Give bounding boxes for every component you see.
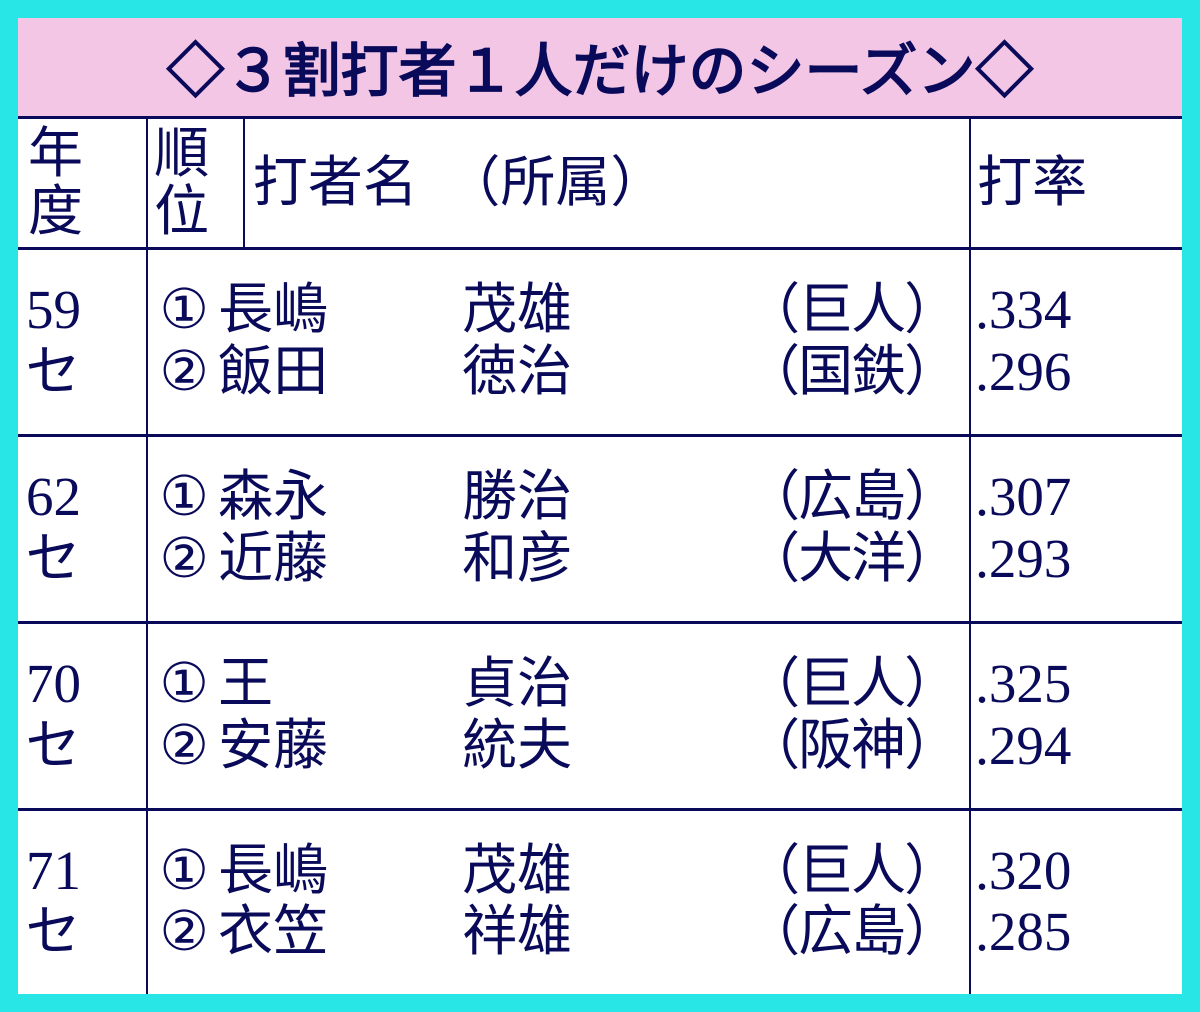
table-title: ◇３割打者１人だけのシーズン◇: [18, 18, 1182, 119]
player-given: 勝治: [372, 466, 572, 528]
players-cell: ①長嶋茂雄（巨人）②飯田徳治（国鉄）: [147, 249, 970, 436]
batting-table: 年度 順位 打者名 （所属） 打率 59セ①長嶋茂雄（巨人）②飯田徳治（国鉄）.…: [18, 119, 1182, 994]
league-value: セ: [26, 528, 140, 590]
header-rank: 順位: [154, 125, 220, 241]
players-cell: ①王貞治（巨人）②安藤統夫（阪神）: [147, 622, 970, 809]
avg-cell: .334.296: [970, 249, 1182, 436]
avg-cell: .320.285: [970, 809, 1182, 994]
player-avg: .334: [975, 279, 1176, 341]
player-team: （阪神）: [572, 715, 963, 777]
player-avg: .296: [975, 341, 1176, 403]
player-given: 茂雄: [372, 279, 572, 341]
player-avg: .285: [975, 901, 1176, 963]
rank-mark: ①: [150, 840, 218, 902]
avg-cell: .325.294: [970, 622, 1182, 809]
player-line: ②安藤統夫（阪神）: [150, 715, 963, 777]
league-value: セ: [26, 901, 140, 963]
player-avg: .307: [975, 466, 1176, 528]
year-league-cell: 70セ: [18, 622, 147, 809]
player-line: ①長嶋茂雄（巨人）: [150, 840, 963, 902]
player-surname: 衣笠: [218, 901, 372, 963]
year-league-cell: 59セ: [18, 249, 147, 436]
player-line: ①長嶋茂雄（巨人）: [150, 279, 963, 341]
player-given: 徳治: [372, 341, 572, 403]
player-given: 統夫: [372, 715, 572, 777]
season-row: 71セ①長嶋茂雄（巨人）②衣笠祥雄（広島）.320.285: [18, 809, 1182, 994]
player-line: ①王貞治（巨人）: [150, 653, 963, 715]
table-frame: ◇３割打者１人だけのシーズン◇ 年度 順位 打者名 （所属） 打率 59セ①長嶋…: [18, 18, 1182, 994]
year-value: 71: [26, 840, 140, 902]
rank-mark: ②: [150, 715, 218, 777]
players-cell: ①長嶋茂雄（巨人）②衣笠祥雄（広島）: [147, 809, 970, 994]
player-team: （巨人）: [572, 279, 963, 341]
player-team: （巨人）: [572, 840, 963, 902]
league-value: セ: [26, 341, 140, 403]
player-given: 貞治: [372, 653, 572, 715]
player-avg: .294: [975, 715, 1176, 777]
player-surname: 王: [218, 653, 372, 715]
player-team: （国鉄）: [572, 341, 963, 403]
player-avg: .293: [975, 528, 1176, 590]
rank-mark: ②: [150, 528, 218, 590]
league-value: セ: [26, 715, 140, 777]
header-year: 年度: [28, 125, 94, 241]
year-value: 62: [26, 466, 140, 528]
player-line: ②飯田徳治（国鉄）: [150, 341, 963, 403]
rank-mark: ①: [150, 279, 218, 341]
player-line: ②近藤和彦（大洋）: [150, 528, 963, 590]
year-value: 70: [26, 653, 140, 715]
player-team: （大洋）: [572, 528, 963, 590]
player-team: （巨人）: [572, 653, 963, 715]
player-given: 茂雄: [372, 840, 572, 902]
player-surname: 安藤: [218, 715, 372, 777]
player-surname: 長嶋: [218, 840, 372, 902]
avg-cell: .307.293: [970, 435, 1182, 622]
player-team: （広島）: [572, 901, 963, 963]
year-league-cell: 71セ: [18, 809, 147, 994]
player-given: 和彦: [372, 528, 572, 590]
player-surname: 森永: [218, 466, 372, 528]
rank-mark: ②: [150, 341, 218, 403]
player-given: 祥雄: [372, 901, 572, 963]
season-row: 62セ①森永勝治（広島）②近藤和彦（大洋）.307.293: [18, 435, 1182, 622]
player-surname: 近藤: [218, 528, 372, 590]
header-avg: 打率: [970, 119, 1182, 249]
year-league-cell: 62セ: [18, 435, 147, 622]
player-surname: 飯田: [218, 341, 372, 403]
header-name-team: 打者名 （所属）: [244, 119, 970, 249]
player-avg: .320: [975, 840, 1176, 902]
rank-mark: ①: [150, 466, 218, 528]
player-team: （広島）: [572, 466, 963, 528]
player-line: ②衣笠祥雄（広島）: [150, 901, 963, 963]
player-line: ①森永勝治（広島）: [150, 466, 963, 528]
header-row: 年度 順位 打者名 （所属） 打率: [18, 119, 1182, 249]
season-row: 70セ①王貞治（巨人）②安藤統夫（阪神）.325.294: [18, 622, 1182, 809]
year-value: 59: [26, 279, 140, 341]
rank-mark: ②: [150, 901, 218, 963]
player-surname: 長嶋: [218, 279, 372, 341]
players-cell: ①森永勝治（広島）②近藤和彦（大洋）: [147, 435, 970, 622]
rank-mark: ①: [150, 653, 218, 715]
season-row: 59セ①長嶋茂雄（巨人）②飯田徳治（国鉄）.334.296: [18, 249, 1182, 436]
player-avg: .325: [975, 653, 1176, 715]
